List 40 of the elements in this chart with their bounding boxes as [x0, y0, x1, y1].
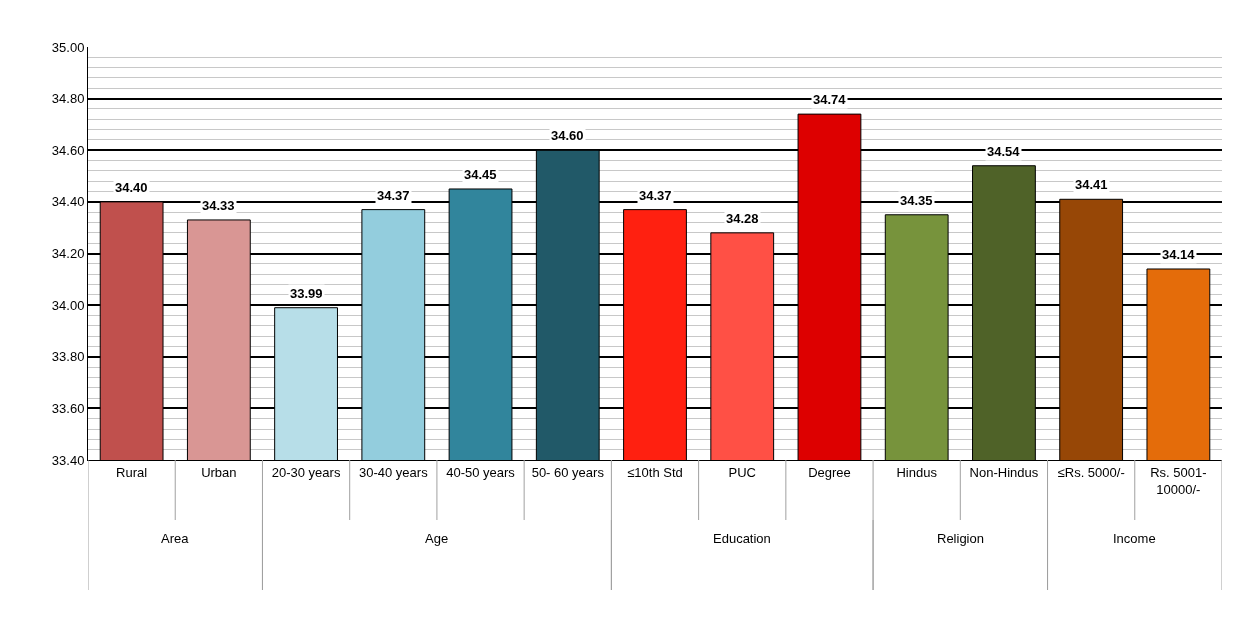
y-tick-label: 34.20	[51, 246, 85, 262]
text: Income	[1113, 531, 1156, 546]
x-tick-label: 50- 60 years	[531, 464, 605, 480]
x-tick-label: 30-40 years	[358, 464, 429, 480]
text: Education	[713, 531, 771, 546]
data-label: 34.37	[639, 188, 672, 203]
x-tick-label: 20-30 years	[271, 464, 341, 480]
x-tick-label: Non-Hindus	[969, 464, 1039, 480]
data-label: 34.14	[1162, 247, 1196, 262]
x-tick-label: Hindus	[896, 464, 938, 480]
y-tick-label: 34.60	[51, 142, 85, 158]
y-tick-label: 34.40	[51, 194, 85, 210]
text: Area	[161, 531, 190, 546]
y-tick-label: 34.00	[51, 297, 85, 313]
y-tick-label: 35.00	[51, 39, 85, 55]
x-tick-label: ≤Rs. 5000/-	[1057, 464, 1125, 480]
data-label: 34.37	[377, 188, 410, 203]
text: Age	[425, 531, 449, 546]
y-tick-label: 34.80	[51, 91, 85, 107]
x-tick-label: Degree	[808, 464, 851, 480]
x-tick-label: ≤10th Std	[627, 464, 683, 480]
text: Religion	[937, 531, 984, 546]
y-tick-label: 33.60	[51, 400, 85, 416]
data-label: 34.35	[900, 193, 933, 208]
data-label: 33.99	[290, 286, 323, 301]
y-tick-label: 33.40	[51, 452, 85, 468]
x-tick-label: 40-50 years	[446, 464, 516, 480]
data-label: 34.41	[1075, 177, 1108, 192]
data-label: 34.60	[551, 128, 584, 143]
data-label: 34.45	[464, 167, 497, 182]
data-label: 34.54	[987, 144, 1021, 159]
data-label: 34.40	[115, 180, 148, 195]
x-tick-label: Urban	[201, 464, 237, 480]
data-label: 34.33	[202, 198, 235, 213]
x-tick-label: Rs. 5001-10000/-	[1150, 464, 1207, 497]
data-label: 34.74	[813, 92, 847, 107]
x-tick-label: Rural	[116, 464, 148, 480]
data-label: 34.28	[726, 211, 759, 226]
y-tick-label: 33.80	[51, 349, 85, 365]
x-tick-label: PUC	[728, 464, 756, 480]
